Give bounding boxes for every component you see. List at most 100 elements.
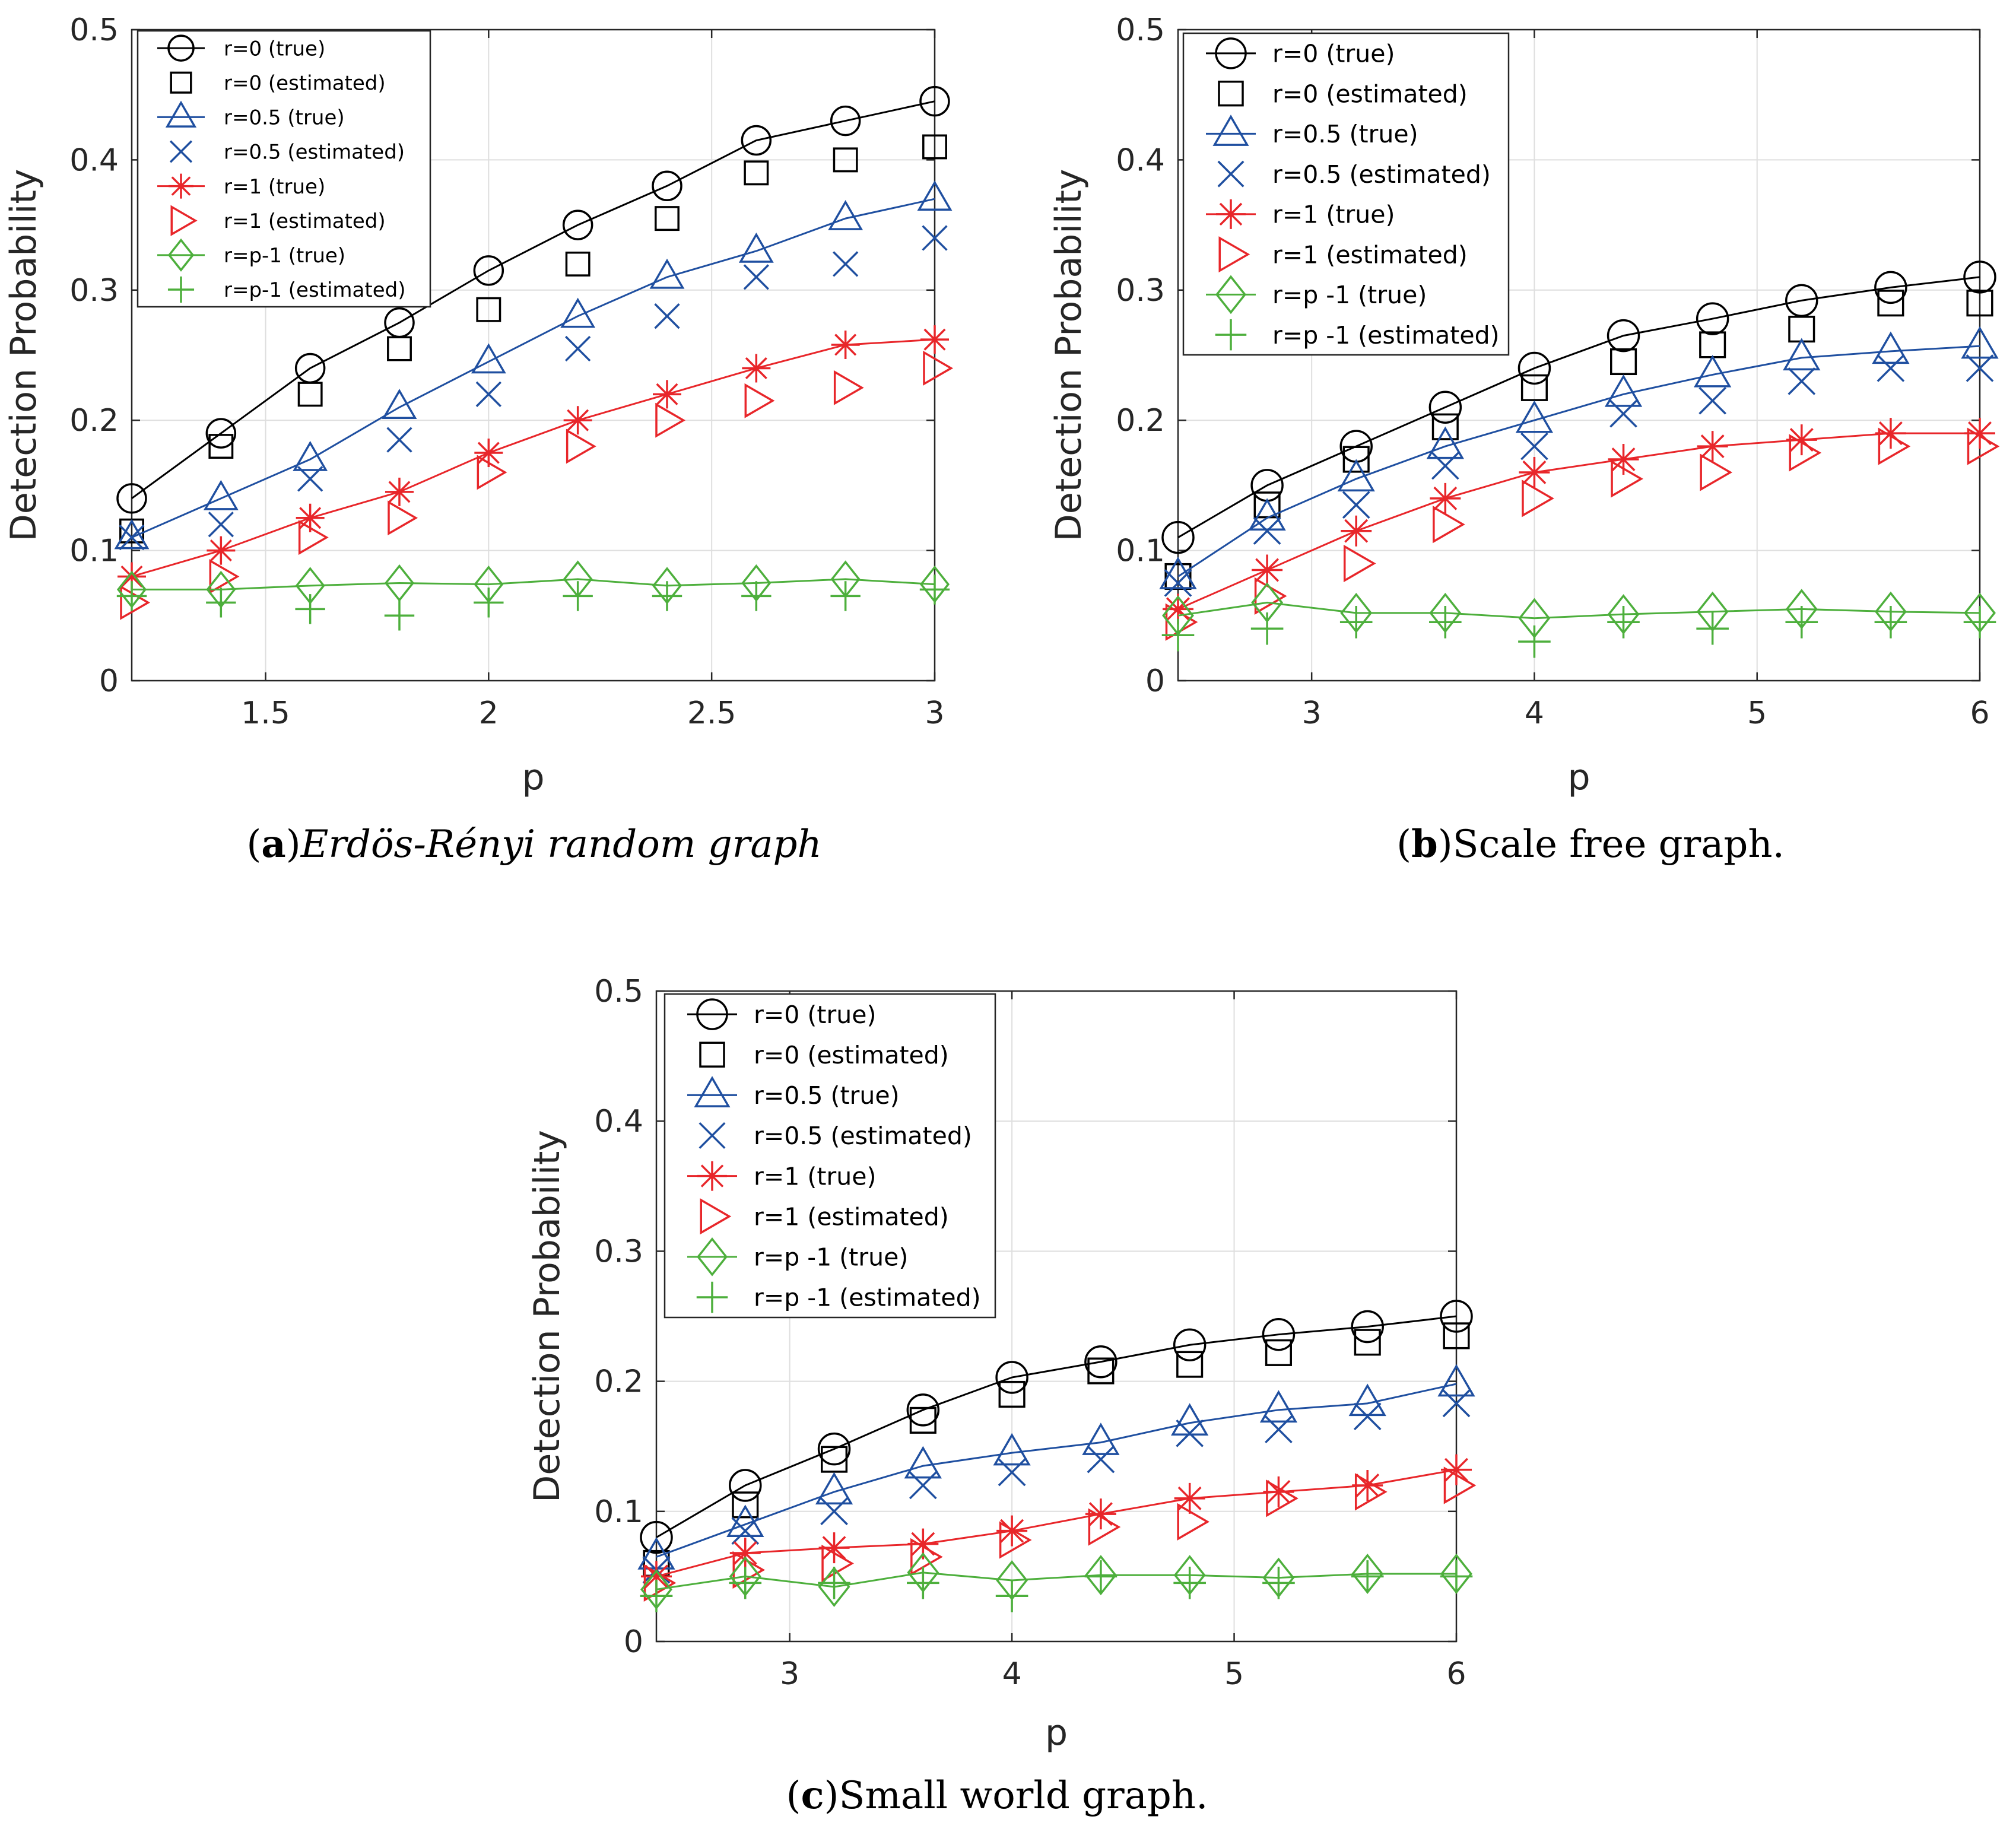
data-point bbox=[1964, 418, 1995, 449]
legend-marker bbox=[169, 173, 193, 199]
series-1 bbox=[643, 1322, 1470, 1577]
y-tick-label: 0.3 bbox=[69, 273, 119, 309]
legend-entry: r=0 (true) bbox=[1272, 40, 1395, 68]
series-line bbox=[656, 1315, 1457, 1538]
data-point bbox=[208, 434, 234, 459]
x-tick-label: 6 bbox=[1970, 696, 1989, 731]
data-point bbox=[203, 480, 239, 510]
caption-b: (b)Scale free graph. bbox=[1396, 822, 1785, 866]
data-point bbox=[1341, 515, 1372, 547]
data-point bbox=[993, 1433, 1031, 1466]
x-tick-label: 3 bbox=[1302, 696, 1322, 731]
data-point bbox=[917, 180, 953, 211]
y-tick-label: 0.5 bbox=[69, 12, 119, 48]
data-point bbox=[1520, 374, 1548, 401]
legend-marker bbox=[1215, 319, 1247, 351]
y-tick-label: 0.4 bbox=[69, 142, 119, 178]
data-point bbox=[1265, 1339, 1292, 1366]
legend-entry: r=p-1 (estimated) bbox=[224, 278, 405, 302]
data-point bbox=[1351, 1560, 1384, 1593]
data-point bbox=[116, 581, 147, 611]
series-line bbox=[1177, 276, 1980, 538]
legend-marker bbox=[694, 1076, 731, 1107]
data-point bbox=[1428, 390, 1462, 424]
data-point bbox=[744, 383, 775, 418]
data-point bbox=[563, 581, 593, 611]
legend-entry: r=0.5 (true) bbox=[754, 1081, 900, 1110]
caption-c-text: Small world graph. bbox=[839, 1774, 1208, 1818]
caption-b-letter: b bbox=[1411, 822, 1438, 866]
legend-marker bbox=[1212, 115, 1249, 146]
y-axis-title: Detection Probability bbox=[1048, 169, 1090, 542]
series-3 bbox=[119, 225, 948, 551]
data-point bbox=[1088, 1508, 1121, 1546]
series-line bbox=[132, 578, 935, 590]
legend: r=0 (true) r=0 (estimated) r=0.5 (true) r=0… bbox=[136, 30, 431, 308]
data-point bbox=[906, 1393, 940, 1427]
data-point bbox=[1788, 367, 1816, 395]
series-line bbox=[131, 100, 935, 500]
data-point bbox=[1443, 1322, 1470, 1349]
data-point bbox=[384, 601, 415, 631]
data-point bbox=[1253, 517, 1281, 545]
series-3 bbox=[1164, 354, 1994, 597]
data-point bbox=[833, 251, 859, 277]
data-point bbox=[1872, 331, 1910, 364]
data-point bbox=[1875, 418, 1906, 449]
series-line bbox=[656, 1383, 1457, 1558]
y-tick-label: 0.1 bbox=[69, 534, 119, 569]
data-point bbox=[653, 380, 681, 409]
legend: r=0 (true) r=0 (estimated) r=0.5 (true) r=0… bbox=[1182, 32, 1510, 356]
series-line bbox=[656, 1469, 1457, 1577]
data-point bbox=[1342, 446, 1370, 473]
y-tick-label: 0.5 bbox=[594, 974, 643, 1009]
data-point bbox=[1433, 506, 1465, 544]
caption-c-letter: c bbox=[801, 1773, 824, 1818]
x-axis-title: p bbox=[1045, 1712, 1068, 1754]
data-point bbox=[1265, 1415, 1293, 1444]
legend-entry: r=1 (true) bbox=[754, 1162, 876, 1190]
data-point bbox=[1963, 261, 1996, 294]
legend-marker bbox=[165, 100, 197, 128]
data-point bbox=[828, 200, 863, 230]
data-point bbox=[209, 559, 240, 594]
series-5 bbox=[120, 351, 954, 620]
data-point bbox=[1087, 1445, 1115, 1474]
legend-entry: r=p-1 (true) bbox=[224, 244, 345, 268]
legend-marker bbox=[1216, 199, 1246, 229]
series-line bbox=[131, 338, 935, 577]
legend-entry: r=0.5 (true) bbox=[224, 106, 345, 130]
data-point bbox=[382, 389, 417, 420]
data-point bbox=[907, 1567, 939, 1599]
data-point bbox=[821, 1446, 848, 1473]
data-point bbox=[1173, 1328, 1207, 1361]
data-point bbox=[1783, 338, 1821, 371]
data-point bbox=[1609, 399, 1637, 428]
data-point bbox=[1604, 374, 1643, 407]
data-point bbox=[206, 588, 236, 618]
data-point bbox=[1697, 431, 1728, 462]
data-point bbox=[1354, 1473, 1388, 1511]
data-point bbox=[1426, 426, 1464, 459]
series-5 bbox=[1165, 427, 2000, 641]
x-tick-label: 2 bbox=[479, 696, 499, 731]
data-point bbox=[1696, 302, 1729, 335]
data-point bbox=[1966, 354, 1994, 382]
data-point bbox=[471, 343, 506, 374]
x-tick-label: 5 bbox=[1224, 1656, 1244, 1692]
data-point bbox=[116, 483, 147, 514]
data-point bbox=[1431, 413, 1459, 440]
data-point bbox=[1173, 1567, 1206, 1599]
legend-marker bbox=[697, 1237, 728, 1277]
data-point bbox=[1353, 1402, 1382, 1431]
data-point bbox=[738, 232, 774, 263]
data-point bbox=[1176, 1419, 1204, 1447]
data-point bbox=[922, 225, 948, 251]
data-point bbox=[560, 297, 596, 328]
series-0 bbox=[640, 1300, 1473, 1554]
legend-marker bbox=[699, 1041, 725, 1068]
legend-entry: r=1 (estimated) bbox=[1272, 240, 1468, 269]
y-tick-label: 0 bbox=[99, 663, 119, 699]
data-point bbox=[563, 406, 592, 435]
series-7 bbox=[640, 1560, 1473, 1612]
